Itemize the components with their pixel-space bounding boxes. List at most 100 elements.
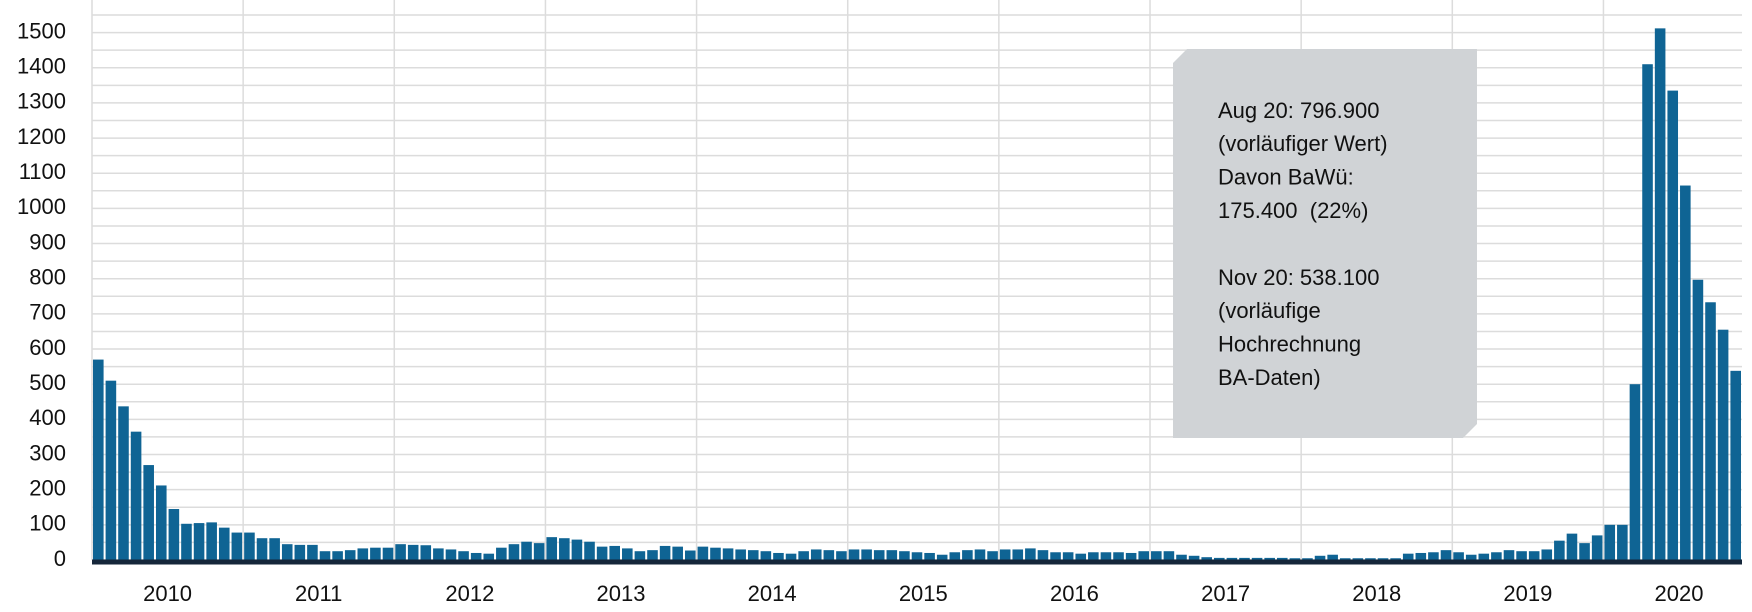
annotation: Aug 20: 796.900 (vorläufiger Wert) Davon B… — [1218, 98, 1388, 390]
bar — [722, 548, 734, 560]
bar — [1239, 557, 1250, 560]
bar — [231, 532, 243, 560]
bar — [470, 552, 482, 560]
y-tick-label: 700 — [29, 300, 66, 325]
bar — [319, 551, 331, 560]
bar — [1428, 552, 1439, 560]
x-tick-label: 2019 — [1503, 581, 1552, 606]
bar — [609, 545, 620, 560]
bar — [1629, 384, 1641, 560]
bar — [810, 549, 822, 560]
bar — [244, 532, 255, 560]
x-tick-label: 2011 — [295, 581, 342, 606]
bar — [1251, 557, 1263, 560]
y-tick-label: 1000 — [17, 194, 66, 219]
bar — [1717, 329, 1729, 560]
bar — [193, 523, 205, 560]
bar — [1201, 557, 1212, 560]
bar — [1075, 553, 1087, 560]
bar — [861, 549, 872, 560]
bar — [1314, 555, 1326, 560]
annotation-line: (vorläufiger Wert) — [1218, 131, 1388, 156]
bar — [899, 551, 910, 560]
annotation-line: Hochrechnung — [1218, 332, 1361, 357]
bar — [773, 552, 784, 560]
annotation-line: Davon BaWü: — [1218, 165, 1354, 190]
bar — [1037, 550, 1049, 560]
bar — [1352, 558, 1364, 560]
x-tick-label: 2018 — [1352, 581, 1401, 606]
bar — [1566, 533, 1578, 560]
bar — [1050, 552, 1061, 560]
y-tick-label: 0 — [54, 546, 66, 571]
bar — [93, 359, 104, 560]
bar — [118, 406, 129, 560]
bar — [1730, 370, 1741, 560]
annotation-line: Nov 20: 538.100 — [1218, 265, 1379, 290]
bar — [836, 551, 847, 560]
y-tick-label: 800 — [29, 265, 66, 290]
bar — [307, 544, 318, 560]
bar — [1390, 558, 1401, 560]
x-tick-label: 2020 — [1655, 581, 1704, 606]
bar — [1705, 302, 1716, 560]
bar — [672, 546, 683, 560]
bar — [433, 548, 444, 560]
grid — [91, 0, 1742, 561]
bar — [1554, 540, 1565, 560]
bar — [571, 539, 583, 560]
bar — [1478, 553, 1490, 560]
bar — [785, 553, 797, 560]
bar — [1377, 558, 1389, 560]
bar — [1264, 557, 1275, 560]
x-tick-label: 2012 — [445, 581, 494, 606]
bar — [294, 544, 306, 560]
bars — [93, 28, 1741, 561]
bar — [407, 544, 419, 560]
y-tick-label: 1300 — [17, 89, 66, 114]
bar — [596, 546, 608, 560]
bar — [760, 551, 772, 560]
y-tick-label: 200 — [29, 475, 66, 500]
bar — [458, 551, 469, 560]
bar — [1176, 554, 1187, 560]
bar — [218, 527, 230, 560]
bar — [1440, 550, 1452, 560]
bar — [1113, 552, 1124, 560]
bar — [256, 538, 268, 560]
x-tick-label: 2013 — [597, 581, 646, 606]
bar — [1138, 551, 1150, 560]
bar — [622, 548, 633, 560]
y-tick-label: 1500 — [17, 18, 66, 43]
bar — [886, 550, 898, 560]
bar — [483, 553, 495, 560]
bar — [1415, 552, 1427, 560]
bar — [1012, 549, 1024, 560]
bar — [168, 509, 180, 560]
x-tick-label: 2016 — [1050, 581, 1099, 606]
bar — [735, 549, 746, 560]
annotation-line: Aug 20: 796.900 — [1218, 98, 1379, 123]
bar — [1591, 535, 1603, 560]
bar — [873, 550, 885, 560]
bar — [924, 552, 935, 560]
bar — [1327, 554, 1338, 560]
bar — [1642, 64, 1653, 561]
bar — [710, 547, 721, 560]
bar — [634, 551, 646, 560]
bar — [1491, 552, 1502, 560]
bar — [1579, 543, 1590, 560]
x-tick-label: 2014 — [748, 581, 797, 606]
bar — [1402, 553, 1414, 560]
bar — [1226, 557, 1238, 560]
y-tick-label: 600 — [29, 335, 66, 360]
x-tick-label: 2010 — [143, 581, 192, 606]
y-tick-label: 1200 — [17, 124, 66, 149]
bar — [1516, 551, 1527, 560]
bar — [281, 544, 293, 560]
bar — [1214, 557, 1225, 560]
bar — [269, 538, 280, 560]
bar — [647, 550, 658, 560]
bar — [496, 547, 507, 560]
bar — [1100, 552, 1112, 560]
